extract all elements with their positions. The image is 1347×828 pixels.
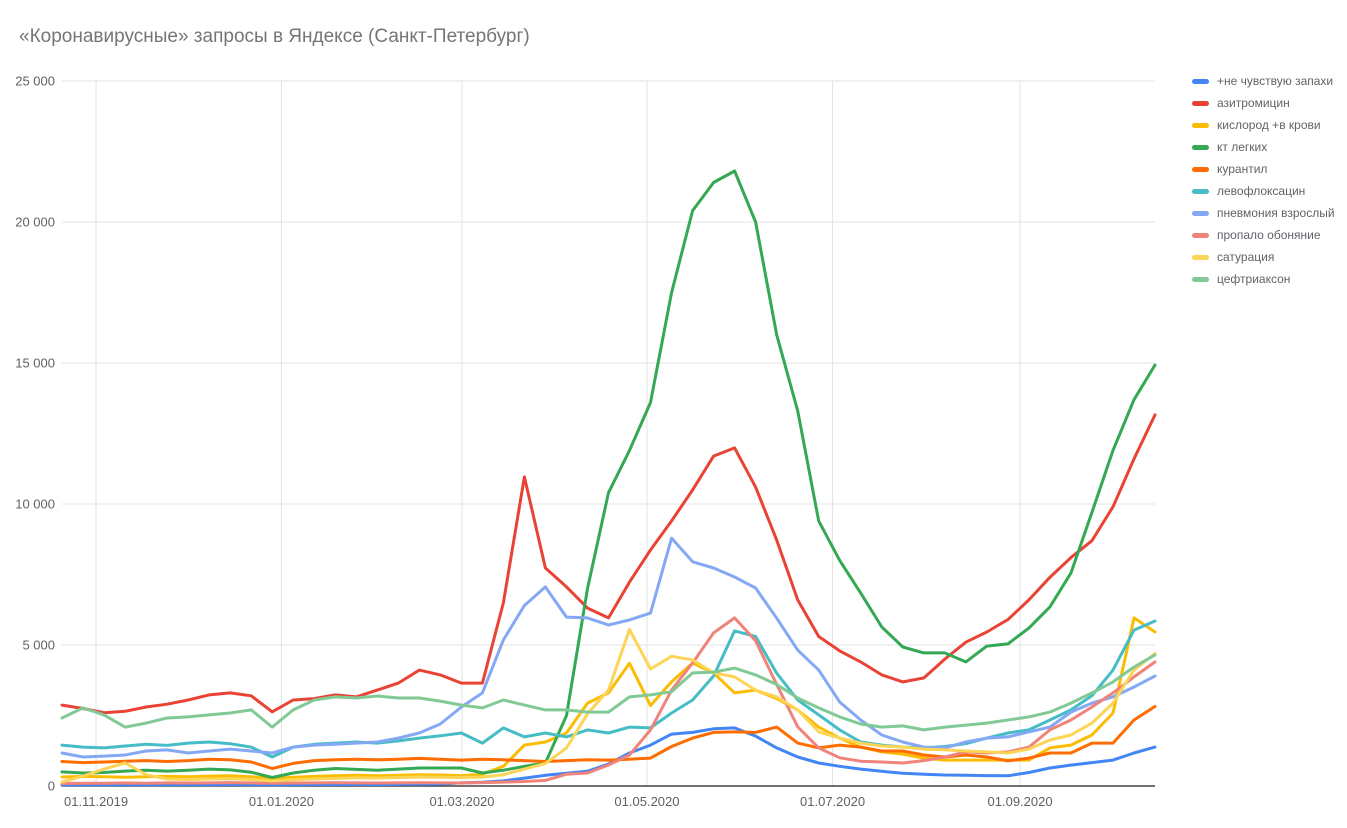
series-line-kurantil[interactable]	[60, 705, 1157, 770]
legend-swatch-pnevmoniya-vzroslyj	[1192, 210, 1209, 216]
y-axis-label: 25 000	[15, 74, 55, 89]
legend-label-ceftriakson: цефтриаксон	[1217, 272, 1291, 286]
legend-label-ne-chuvstvuyu-zapahi: +не чувствую запахи	[1217, 74, 1334, 88]
legend-label-levofloksacin: левофлоксацин	[1217, 184, 1306, 198]
series-line-kislorod-v-krovi[interactable]	[60, 616, 1157, 781]
x-axis-label: 01.01.2020	[249, 794, 314, 809]
legend-label-kislorod-v-krovi: кислород +в крови	[1217, 118, 1321, 132]
legend-item-ne-chuvstvuyu-zapahi[interactable]: +не чувствую запахи	[1192, 70, 1335, 92]
legend-item-kislorod-v-krovi[interactable]: кислород +в крови	[1192, 114, 1335, 136]
x-axis-label: 01.07.2020	[800, 794, 865, 809]
series-line-saturaciya[interactable]	[60, 628, 1157, 784]
x-axis-label: 01.09.2020	[988, 794, 1053, 809]
y-axis-label: 5 000	[22, 638, 55, 653]
legend: +не чувствую запахи азитромицин кислород +…	[1192, 70, 1335, 290]
legend-swatch-levofloksacin	[1192, 188, 1209, 194]
legend-swatch-kislorod-v-krovi	[1192, 122, 1209, 128]
legend-item-saturaciya[interactable]: сатурация	[1192, 246, 1335, 268]
legend-item-azitromicin[interactable]: азитромицин	[1192, 92, 1335, 114]
legend-swatch-kurantil	[1192, 166, 1209, 172]
y-axis-label: 20 000	[15, 215, 55, 230]
series-line-kt-legkih[interactable]	[60, 169, 1157, 779]
legend-item-kt-legkih[interactable]: кт легких	[1192, 136, 1335, 158]
x-axis-label: 01.11.2019	[64, 794, 128, 809]
chart-title: «Коронавирусные» запросы в Яндексе (Санк…	[19, 26, 530, 47]
legend-label-saturaciya: сатурация	[1217, 250, 1275, 264]
legend-label-propalo-obonyanie: пропало обоняние	[1217, 228, 1321, 242]
legend-label-kurantil: курантил	[1217, 162, 1268, 176]
legend-item-ceftriakson[interactable]: цефтриаксон	[1192, 268, 1335, 290]
legend-swatch-propalo-obonyanie	[1192, 232, 1209, 238]
legend-swatch-ceftriakson	[1192, 276, 1209, 282]
legend-label-pnevmoniya-vzroslyj: пневмония взрослый	[1217, 206, 1335, 220]
legend-swatch-kt-legkih	[1192, 144, 1209, 150]
x-axis-label: 01.05.2020	[614, 794, 679, 809]
y-axis-label: 0	[48, 779, 55, 794]
series-line-ceftriakson[interactable]	[60, 653, 1157, 732]
y-axis-label: 10 000	[15, 497, 55, 512]
legend-item-propalo-obonyanie[interactable]: пропало обоняние	[1192, 224, 1335, 246]
legend-item-kurantil[interactable]: курантил	[1192, 158, 1335, 180]
y-axis-label: 15 000	[15, 356, 55, 371]
legend-swatch-azitromicin	[1192, 100, 1209, 106]
legend-label-kt-legkih: кт легких	[1217, 140, 1268, 154]
legend-item-levofloksacin[interactable]: левофлоксацин	[1192, 180, 1335, 202]
series-line-azitromicin[interactable]	[60, 413, 1157, 715]
legend-swatch-ne-chuvstvuyu-zapahi	[1192, 78, 1209, 84]
x-axis-label: 01.03.2020	[429, 794, 494, 809]
series-line-pnevmoniya-vzroslyj[interactable]	[60, 536, 1157, 759]
legend-label-azitromicin: азитромицин	[1217, 96, 1290, 110]
legend-swatch-saturaciya	[1192, 254, 1209, 260]
legend-item-pnevmoniya-vzroslyj[interactable]: пневмония взрослый	[1192, 202, 1335, 224]
